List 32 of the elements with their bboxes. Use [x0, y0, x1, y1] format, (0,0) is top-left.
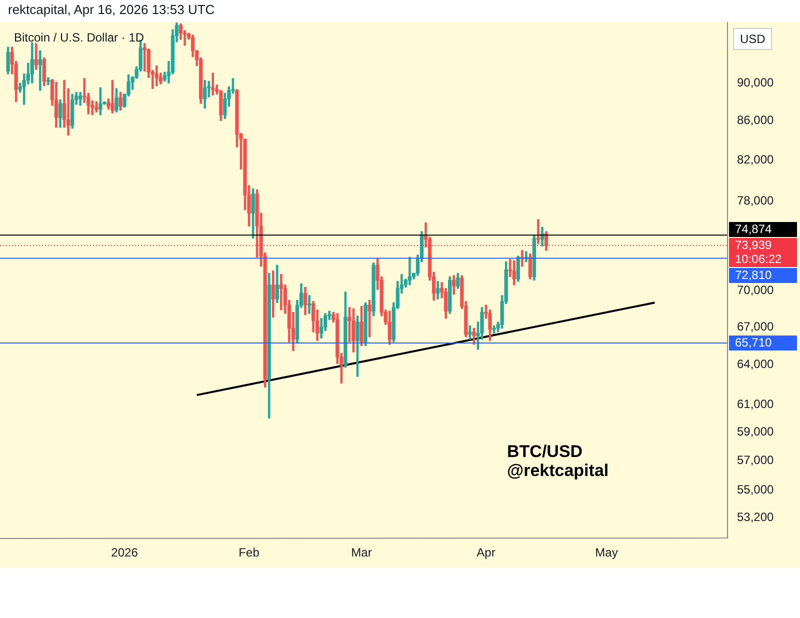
y-tick-label: 70,000	[737, 283, 774, 298]
x-tick-label: Feb	[238, 546, 260, 560]
text: 10:06:22	[735, 252, 782, 266]
chart-subtitle: rektcapital, Apr 16, 2026 13:53 UTC	[8, 2, 215, 17]
ref-line-label: 73,939	[735, 238, 772, 252]
ref-line-label: 65,710	[735, 335, 772, 350]
y-tick-label: 61,000	[737, 396, 774, 411]
y-tick-label: 64,000	[737, 357, 774, 372]
y-tick-label: 57,000	[737, 452, 774, 467]
y-tick-label: 53,200	[737, 510, 774, 524]
text: Bitcoin / U.S. Dollar · 1D	[14, 30, 144, 44]
y-tick-label: 59,000	[737, 424, 774, 438]
candlestick	[307, 295, 312, 314]
candlestick	[38, 50, 42, 91]
y-axis-title: USD	[733, 28, 772, 50]
x-tick-label: 2026	[111, 546, 138, 560]
x-tick-label: May	[595, 546, 618, 560]
ref-line-label: 72,810	[735, 268, 772, 282]
candlestick	[279, 274, 283, 310]
y-tick-label: 78,000	[737, 194, 774, 208]
annotation: @rektcapital	[507, 461, 609, 480]
y-tick-label: 90,000	[737, 75, 774, 90]
x-tick-label: Mar	[351, 546, 372, 560]
candlestick	[211, 72, 215, 96]
y-tick-label: 82,000	[737, 152, 774, 166]
y-tick-label: 86,000	[737, 112, 774, 127]
candlestick	[408, 256, 412, 286]
ref-line-label: 74,874	[735, 222, 772, 236]
y-tick-label: 67,000	[737, 319, 774, 334]
x-tick-label: Apr	[476, 546, 496, 560]
y-tick-label: 55,000	[737, 482, 774, 496]
annotation: BTC/USD	[507, 442, 583, 462]
